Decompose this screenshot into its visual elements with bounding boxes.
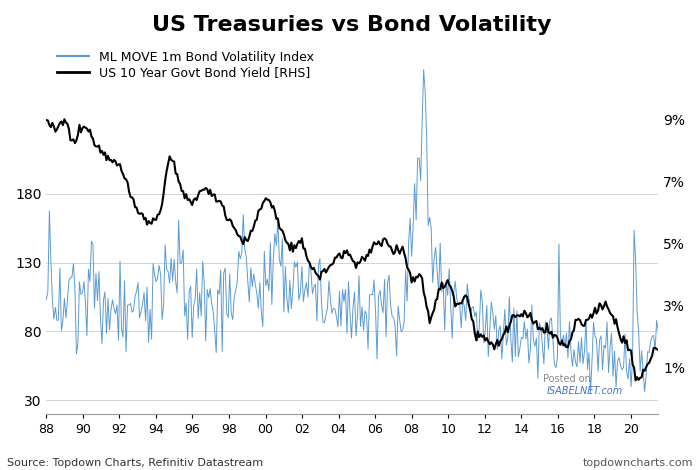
Title: US Treasuries vs Bond Volatility: US Treasuries vs Bond Volatility: [153, 15, 552, 35]
Text: Source: Topdown Charts, Refinitiv Datastream: Source: Topdown Charts, Refinitiv Datast…: [7, 458, 263, 468]
Text: topdowncharts.com: topdowncharts.com: [582, 458, 693, 468]
Text: Posted on: Posted on: [543, 374, 591, 384]
Legend: ML MOVE 1m Bond Volatility Index, US 10 Year Govt Bond Yield [RHS]: ML MOVE 1m Bond Volatility Index, US 10 …: [52, 46, 318, 84]
Text: ISABELNET.com: ISABELNET.com: [547, 386, 623, 396]
